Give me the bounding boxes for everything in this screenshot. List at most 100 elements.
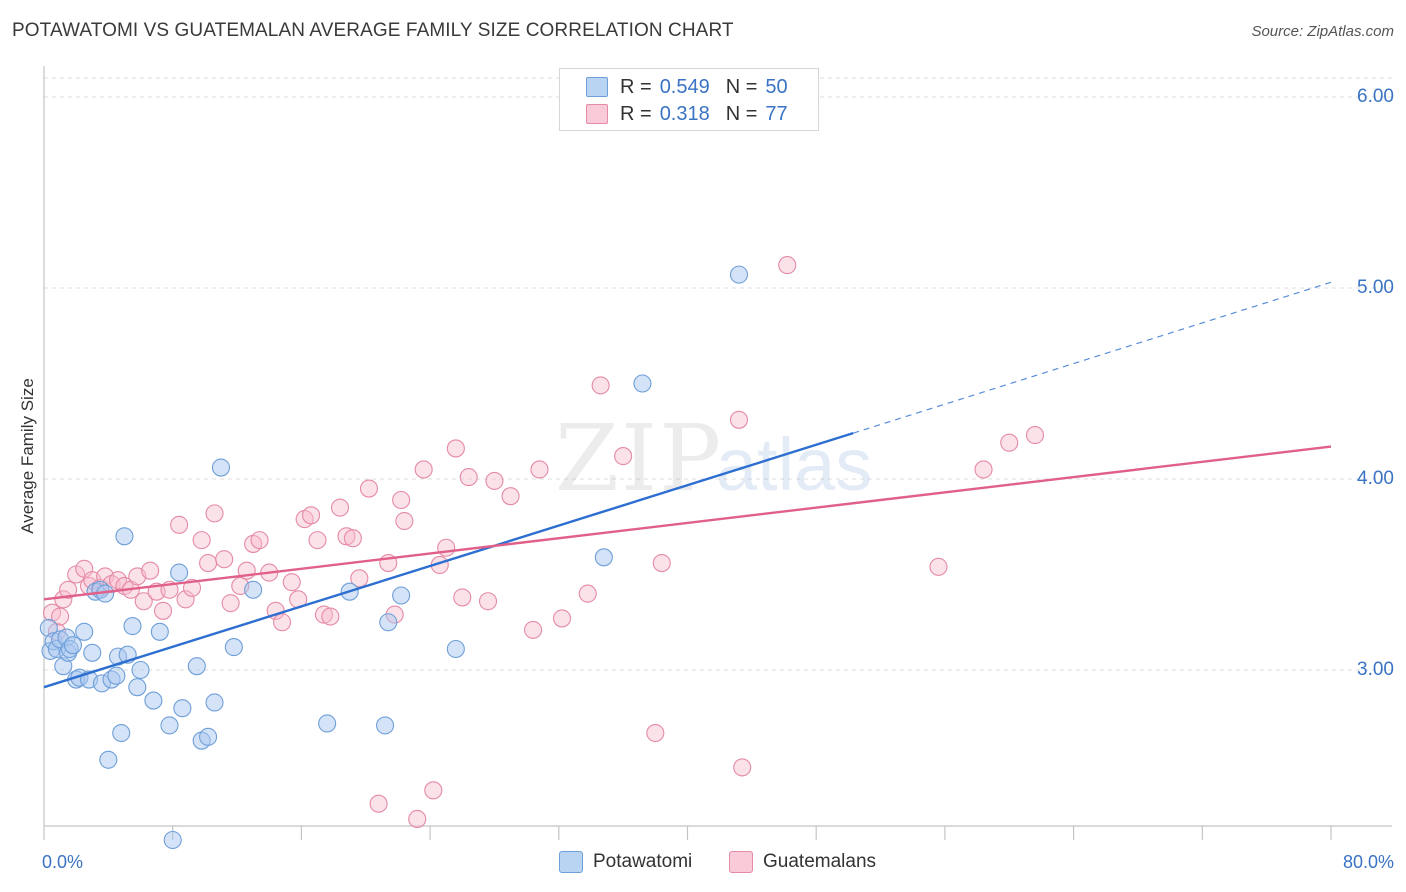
potawatomi-point <box>224 638 243 657</box>
guatemalan-point <box>591 376 610 395</box>
guatemalan-point <box>1025 426 1045 445</box>
legend-r-label: R = <box>620 102 652 125</box>
potawatomi-point <box>244 580 263 599</box>
potawatomi-point <box>205 693 224 712</box>
legend-r-label: R = <box>620 75 652 98</box>
guatemalan-point <box>330 498 350 517</box>
guatemalan-point <box>478 592 498 611</box>
potawatomi-point <box>199 727 218 746</box>
legend-swatch-guatemalans <box>586 104 608 124</box>
guatemalan-point <box>614 447 633 466</box>
potawatomi-point <box>376 716 395 735</box>
bottom-legend-label-guatemalans: Guatemalans <box>763 851 877 872</box>
guatemalan-point <box>308 531 327 550</box>
guatemalan-point <box>170 515 189 534</box>
guatemalan-point <box>302 506 321 525</box>
potawatomi-point <box>729 265 749 284</box>
legend-n-label: N = <box>725 75 758 98</box>
x-tick-max: 80.0% <box>1342 852 1394 872</box>
guatemalan-point <box>153 601 173 620</box>
potawatomi-point <box>446 639 465 659</box>
watermark-atlas: atlas <box>716 423 872 506</box>
guatemalan-point <box>485 471 504 490</box>
guatemalan-point <box>54 590 73 609</box>
guatemalan-point <box>501 487 520 506</box>
legend-swatch-potawatomi <box>586 77 608 97</box>
bottom-legend-swatch-potawatomi <box>559 851 583 873</box>
legend-n-label: N = <box>725 102 758 125</box>
bottom-legend-label-potawatomi: Potawatomi <box>593 851 693 872</box>
potawatomi-point <box>187 657 206 676</box>
guatemalan-point <box>215 550 234 569</box>
legend-r-value: 0.318 <box>659 102 710 125</box>
guatemalan-point <box>205 504 224 523</box>
potawatomi-point <box>150 622 169 641</box>
guatemalan-point <box>646 723 665 743</box>
potawatomi-point <box>633 374 652 393</box>
potawatomi-point <box>123 617 142 636</box>
legend-row-guatemalans: R = 0.318 N = 77 <box>586 102 788 126</box>
potawatomi-point <box>318 714 337 733</box>
guatemalan-point <box>1000 433 1019 452</box>
guatemalan-point <box>369 794 388 813</box>
guatemalan-point <box>314 605 333 624</box>
guatemalan-point <box>321 607 340 626</box>
guatemalan-point <box>51 607 70 626</box>
potawatomi-point <box>112 723 131 743</box>
guatemalan-point <box>337 527 356 546</box>
y-tick-4: 4.00 <box>1357 468 1394 489</box>
guatemalan-point <box>199 553 218 573</box>
guatemalan-point <box>414 460 433 479</box>
guatemalan-point <box>359 479 379 498</box>
watermark: ZIP atlas <box>555 405 872 512</box>
potawatomi-point <box>170 563 189 582</box>
guatemalan-point <box>778 256 797 275</box>
trend-lines <box>43 281 1332 689</box>
guatemalan-point <box>395 511 414 531</box>
potawatomi-point <box>99 750 118 769</box>
watermark-zip: ZIP <box>555 405 723 512</box>
guatemalan-point <box>652 553 671 573</box>
guatemalan-point <box>182 578 202 597</box>
guatemalan-point <box>437 538 456 557</box>
bottom-legend-potawatomi: Potawatomi <box>559 851 692 873</box>
y-tick-5: 5.00 <box>1357 277 1394 298</box>
guatemalan-point <box>282 573 301 592</box>
guatemalan-point <box>343 529 362 548</box>
guatemalan-trend-line <box>43 445 1332 601</box>
guatemalan-point <box>424 781 443 800</box>
guatemalan-point <box>192 531 211 550</box>
guatemalan-point <box>392 490 411 510</box>
chart-title: POTAWATOMI VS GUATEMALAN AVERAGE FAMILY … <box>12 20 734 41</box>
source-label: Source: ZipAtlas.com <box>1251 23 1394 40</box>
potawatomi-trend-extension <box>853 281 1332 434</box>
guatemalan-point <box>929 557 948 576</box>
guatemalan-point <box>134 592 153 611</box>
y-tick-3: 3.00 <box>1357 659 1394 680</box>
guatemalan-point <box>530 460 549 479</box>
x-tick-min: 0.0% <box>42 852 84 872</box>
potawatomi-point <box>160 716 179 735</box>
potawatomi-point <box>131 660 150 680</box>
potawatomi-point <box>83 643 102 662</box>
potawatomi-point <box>163 830 182 850</box>
guatemalan-point <box>729 410 749 429</box>
guatemalan-point <box>578 584 597 603</box>
potawatomi-point <box>594 548 613 567</box>
legend-r-value: 0.549 <box>659 75 710 98</box>
guatemalan-point <box>524 620 543 639</box>
potawatomi-point <box>173 699 192 718</box>
y-tick-6: 6.00 <box>1357 86 1394 107</box>
guatemalan-point <box>250 531 269 550</box>
guatemalan-point <box>733 758 752 777</box>
guatemalan-point <box>176 590 195 609</box>
guatemalan-point <box>408 809 427 829</box>
potawatomi-point <box>75 622 94 641</box>
guatemalan-point <box>350 569 369 588</box>
guatemalan-point <box>453 588 472 607</box>
guatemalan-point <box>974 460 993 479</box>
guatemalan-point <box>141 561 160 580</box>
potawatomi-trend-line <box>43 432 854 689</box>
potawatomi-point <box>63 636 83 655</box>
